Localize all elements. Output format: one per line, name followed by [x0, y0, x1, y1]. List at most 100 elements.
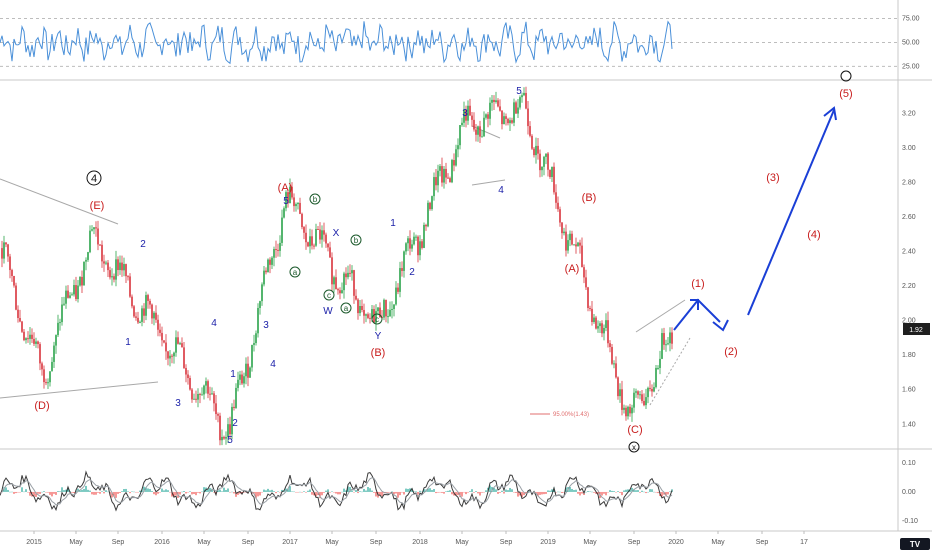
osc-hist-bar — [29, 491, 31, 496]
candle-body — [481, 136, 483, 138]
wave-blue-2-b: 2 — [232, 418, 238, 429]
osc-hist-bar — [323, 491, 325, 493]
osc-hist-bar — [585, 491, 587, 493]
candle-body — [189, 378, 191, 390]
candle-body — [89, 230, 91, 253]
osc-hist-bar — [259, 491, 261, 496]
candle-body — [671, 332, 673, 344]
candle-body — [367, 314, 369, 318]
date-tick-label: Sep — [628, 539, 641, 546]
rsi-tick-label: 25.00 — [902, 63, 920, 70]
osc-hist-bar — [99, 491, 101, 494]
candle-body — [149, 300, 151, 305]
osc-hist-bar — [559, 491, 561, 493]
osc-hist-bar — [433, 489, 435, 492]
osc-hist-bar — [211, 488, 213, 492]
candle-body — [281, 217, 283, 243]
price-tick-label: 3.20 — [902, 110, 916, 117]
candle-body — [489, 102, 491, 119]
candle-body — [277, 249, 279, 251]
wave-blue-5-b: 5 — [283, 196, 289, 207]
osc-hist-bar — [657, 491, 659, 494]
candle-body — [395, 287, 397, 305]
osc-hist-bar — [607, 491, 609, 493]
candle-body — [401, 268, 403, 271]
osc-hist-bar — [275, 491, 277, 494]
candle-body — [427, 202, 429, 227]
candle-body — [417, 236, 419, 256]
osc-hist-bar — [277, 491, 279, 492]
candle-body — [217, 414, 219, 416]
candle-body — [51, 361, 53, 372]
candle-body — [141, 308, 143, 322]
candle-body — [73, 285, 75, 295]
osc-hist-bar — [551, 489, 553, 492]
candle-body — [377, 307, 379, 312]
candle-body — [125, 264, 127, 277]
osc-hist-bar — [395, 491, 397, 494]
osc-hist-bar — [333, 491, 335, 493]
candle-body — [443, 168, 445, 183]
osc-hist-bar — [97, 491, 99, 493]
osc-hist-bar — [81, 489, 83, 492]
rsi-reference-lines — [0, 17, 898, 67]
candle-body — [65, 290, 67, 304]
candle-body — [507, 118, 509, 124]
osc-hist-bar — [19, 491, 21, 493]
osc-hist-bar — [447, 490, 449, 492]
wave-blue-3-c: 3 — [462, 108, 468, 119]
candle-body — [553, 166, 555, 193]
candle-body — [221, 436, 223, 441]
candle-body — [53, 345, 55, 362]
candle-body — [61, 304, 63, 323]
candle-body — [135, 316, 137, 318]
candle-body — [1, 248, 3, 259]
osc-hist-bar — [397, 491, 399, 498]
osc-hist-bar — [485, 490, 487, 492]
candle-body — [493, 99, 495, 102]
osc-hist-bar — [419, 490, 421, 492]
candle-body — [445, 168, 447, 178]
osc-hist-bar — [637, 490, 639, 492]
candle-body — [33, 338, 35, 344]
fib-level-label: 95.00%(1.43) — [553, 412, 589, 418]
osc-hist-bar — [437, 491, 439, 493]
candle-body — [239, 374, 241, 380]
osc-hist-bar — [219, 489, 221, 492]
date-tick-label: May — [325, 539, 339, 546]
price-candles — [1, 86, 673, 446]
osc-hist-bar — [319, 491, 321, 499]
candle-body — [273, 249, 275, 258]
candle-body — [585, 277, 587, 288]
candle-body — [345, 273, 347, 278]
candle-body — [9, 256, 11, 271]
osc-hist-bar — [539, 491, 541, 495]
wave-circled-c-2: c — [375, 315, 379, 324]
rsi-tick-label: 75.00 — [902, 15, 920, 22]
osc-hist-bar — [669, 491, 671, 492]
osc-hist-bar — [601, 491, 603, 496]
osc-hist-bar — [53, 491, 55, 494]
candle-body — [227, 424, 229, 437]
candle-body — [167, 351, 169, 359]
oscillator-fast-line — [0, 470, 673, 512]
osc-hist-bar — [305, 491, 307, 493]
osc-hist-bar — [423, 489, 425, 492]
price-tick-label: 2.40 — [902, 249, 916, 256]
candle-body — [113, 276, 115, 280]
candle-body — [231, 406, 233, 435]
tradingview-logo[interactable]: TV — [900, 538, 930, 550]
wave-blue-1-a: 1 — [125, 337, 131, 348]
osc-hist-bar — [623, 490, 625, 492]
osc-hist-bar — [537, 491, 539, 496]
candle-body — [31, 334, 33, 339]
osc-hist-bar — [303, 491, 305, 492]
candle-body — [463, 109, 465, 123]
osc-hist-bar — [483, 491, 485, 493]
candle-body — [409, 238, 411, 249]
osc-hist-bar — [391, 491, 393, 493]
wave-blue-X: X — [333, 228, 340, 239]
candle-body — [255, 333, 257, 344]
